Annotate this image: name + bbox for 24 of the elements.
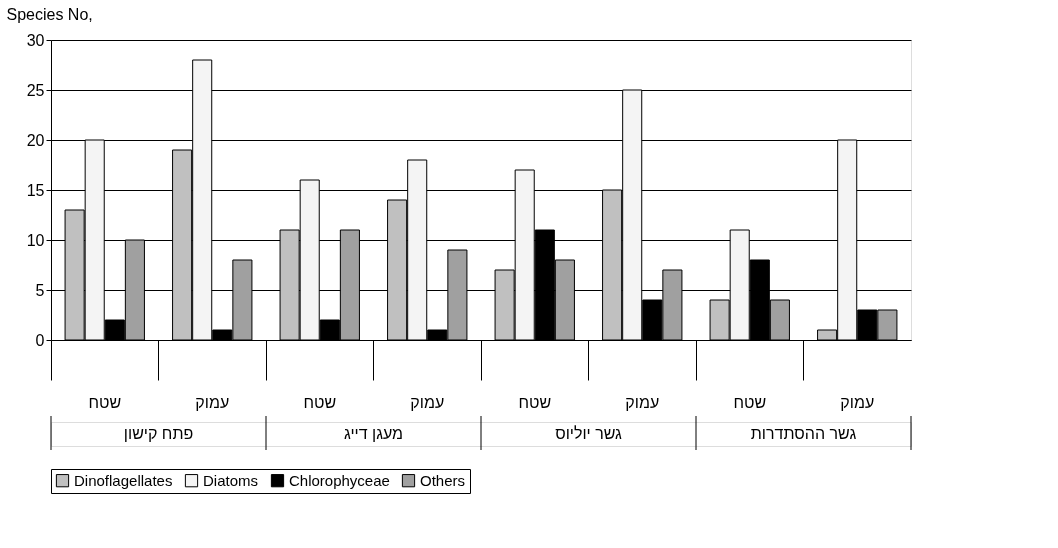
legend-label: Diatoms xyxy=(203,471,259,489)
y-tick-label: 30 xyxy=(26,31,45,49)
x-tick-label: עמוק xyxy=(840,393,875,411)
x-tick-label: שטח xyxy=(733,393,767,411)
legend-label: Others xyxy=(420,471,466,489)
legend-label: Dinoflagellates xyxy=(74,471,173,489)
x-tick-label: שטח xyxy=(303,393,337,411)
text: גשר ההסתדרות xyxy=(750,425,857,442)
y-tick-label: 25 xyxy=(26,81,45,99)
y-tick-label: 15 xyxy=(26,181,45,199)
y-tick-label: 20 xyxy=(26,131,45,149)
x-tick-label: עמוק xyxy=(410,393,445,411)
x-tick-label: עמוק xyxy=(625,393,660,411)
x-tick-label: שטח xyxy=(518,393,552,411)
text: פתח קישון xyxy=(123,425,194,442)
x-tick-label: עמוק xyxy=(195,393,230,411)
legend-label: Chlorophyceae xyxy=(289,471,390,489)
y-tick-label: 10 xyxy=(26,231,45,249)
y-tick-label: 5 xyxy=(35,281,45,299)
y-tick-label: 0 xyxy=(35,331,45,349)
text: גשר יוליוס xyxy=(555,425,623,442)
x-tick-label: שטח xyxy=(88,393,122,411)
text: מעגן דייג xyxy=(343,425,404,442)
y-axis-title: Species No, xyxy=(6,5,93,23)
